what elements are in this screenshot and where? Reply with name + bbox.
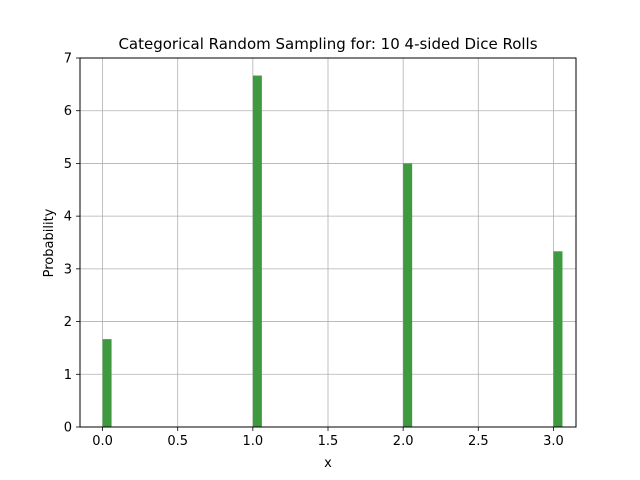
y-tick-label: 6 (64, 104, 72, 119)
y-axis-ticks: 0 1 2 3 4 5 6 7 (64, 52, 80, 436)
x-tick-label: 2.0 (393, 434, 414, 449)
y-tick-label: 4 (64, 210, 72, 225)
x-tick-label: 1.0 (243, 434, 264, 449)
bar (553, 251, 563, 427)
bar (252, 75, 262, 427)
x-tick-label: 2.5 (468, 434, 489, 449)
x-axis-label: x (324, 456, 332, 471)
bars (102, 75, 563, 427)
x-axis-ticks: 0.0 0.5 1.0 1.5 2.0 2.5 3.0 (92, 427, 564, 449)
y-tick-label: 1 (64, 368, 72, 383)
y-tick-label: 7 (64, 52, 72, 67)
y-axis-label: Probability (42, 208, 57, 277)
y-tick-label: 3 (64, 262, 72, 277)
x-tick-label: 0.5 (167, 434, 188, 449)
y-tick-label: 2 (64, 315, 72, 330)
x-tick-label: 3.0 (543, 434, 564, 449)
y-tick-label: 0 (64, 421, 72, 436)
chart-title: Categorical Random Sampling for: 10 4-si… (118, 35, 537, 53)
y-tick-label: 5 (64, 157, 72, 172)
bar (102, 339, 112, 427)
bar (403, 163, 413, 427)
x-tick-label: 1.5 (318, 434, 339, 449)
x-tick-label: 0.0 (92, 434, 113, 449)
